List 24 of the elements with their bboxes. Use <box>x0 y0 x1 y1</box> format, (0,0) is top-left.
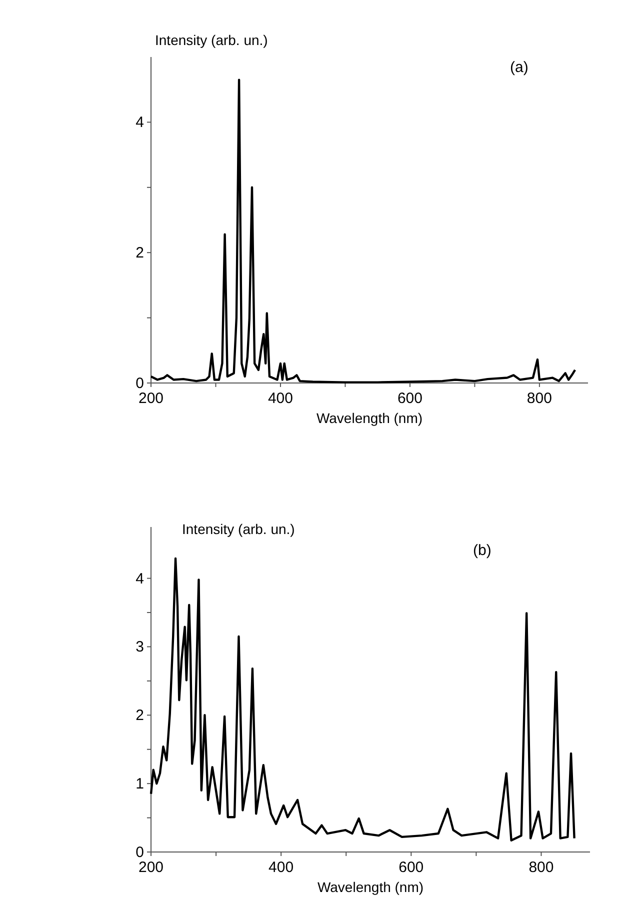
line-series <box>150 78 576 384</box>
y-axis-title: Intensity (arb. un.) <box>182 521 295 537</box>
x-tick-label: 600 <box>398 859 424 876</box>
y-axis-title: Intensity (arb. un.) <box>155 32 268 48</box>
y-tick-label: 3 <box>136 638 144 656</box>
x-tick-label: 800 <box>528 859 554 876</box>
y-tick-label: 0 <box>136 375 144 392</box>
y-tick-label: 4 <box>136 570 144 588</box>
line-series <box>150 557 576 842</box>
x-axis-title: Wavelength (nm) <box>317 879 424 895</box>
annotation: (b) <box>473 542 492 559</box>
x-tick-label: 400 <box>268 390 293 407</box>
x-tick-label: 200 <box>138 859 164 876</box>
y-tick-label: 2 <box>136 244 144 262</box>
x-tick-label: 200 <box>138 390 164 407</box>
y-tick-label: 2 <box>136 707 144 724</box>
x-tick-label: 400 <box>268 859 294 876</box>
x-axis-title: Wavelength (nm) <box>316 410 423 426</box>
x-tick-label: 600 <box>397 390 422 407</box>
x-tick-label: 800 <box>526 390 552 407</box>
y-tick-label: 4 <box>136 114 144 132</box>
annotation: (a) <box>510 59 528 76</box>
y-tick-label: 0 <box>136 844 144 861</box>
y-tick-label: 1 <box>136 776 144 793</box>
